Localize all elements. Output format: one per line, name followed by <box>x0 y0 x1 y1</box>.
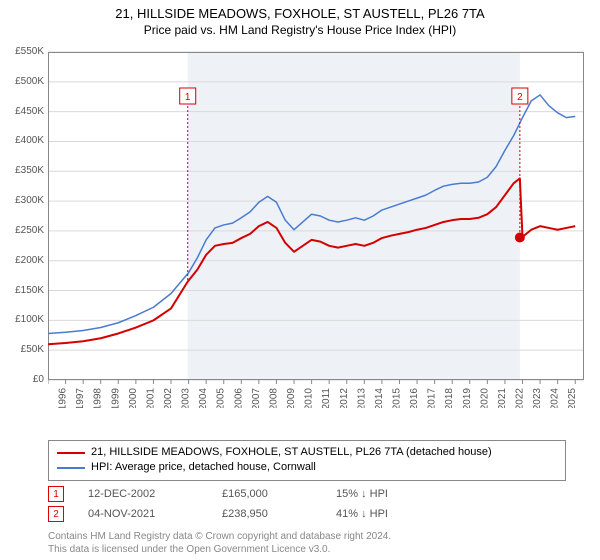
transaction-marker: 2 <box>48 506 64 522</box>
y-tick-label: £50K <box>0 344 44 355</box>
attribution-line-2: This data is licensed under the Open Gov… <box>48 543 391 556</box>
svg-text:1999: 1999 <box>110 388 121 408</box>
svg-text:2006: 2006 <box>233 388 244 408</box>
svg-text:2002: 2002 <box>163 388 174 408</box>
y-tick-label: £500K <box>0 76 44 87</box>
svg-text:2011: 2011 <box>321 388 332 408</box>
svg-text:2018: 2018 <box>444 388 455 408</box>
svg-text:1997: 1997 <box>75 388 86 408</box>
transaction-price: £165,000 <box>222 488 312 500</box>
svg-text:2000: 2000 <box>128 388 139 408</box>
transaction-date: 12-DEC-2002 <box>88 488 198 500</box>
transaction-delta: 41% ↓ HPI <box>336 508 388 520</box>
y-tick-label: £200K <box>0 255 44 266</box>
y-tick-label: £550K <box>0 46 44 57</box>
y-tick-label: £400K <box>0 135 44 146</box>
svg-text:2012: 2012 <box>339 388 350 408</box>
svg-text:2022: 2022 <box>514 388 525 408</box>
svg-text:2019: 2019 <box>462 388 473 408</box>
svg-text:2016: 2016 <box>409 388 420 408</box>
transaction-price: £238,950 <box>222 508 312 520</box>
svg-text:2015: 2015 <box>391 388 402 408</box>
y-tick-label: £450K <box>0 106 44 117</box>
svg-text:2024: 2024 <box>550 388 561 408</box>
svg-text:1: 1 <box>185 92 191 103</box>
svg-text:2010: 2010 <box>304 388 315 408</box>
svg-text:2014: 2014 <box>374 388 385 408</box>
legend-label: 21, HILLSIDE MEADOWS, FOXHOLE, ST AUSTEL… <box>91 445 492 460</box>
svg-text:2017: 2017 <box>427 388 438 408</box>
transaction-row: 2 04-NOV-2021 £238,950 41% ↓ HPI <box>48 504 388 524</box>
chart-title-block: 21, HILLSIDE MEADOWS, FOXHOLE, ST AUSTEL… <box>0 0 600 37</box>
y-tick-label: £150K <box>0 285 44 296</box>
legend-item: HPI: Average price, detached house, Corn… <box>57 460 557 475</box>
transaction-row: 1 12-DEC-2002 £165,000 15% ↓ HPI <box>48 484 388 504</box>
y-tick-label: £250K <box>0 225 44 236</box>
svg-text:2023: 2023 <box>532 388 543 408</box>
svg-text:2021: 2021 <box>497 388 508 408</box>
y-tick-label: £300K <box>0 195 44 206</box>
y-tick-label: £350K <box>0 165 44 176</box>
transaction-date: 04-NOV-2021 <box>88 508 198 520</box>
title-line-2: Price paid vs. HM Land Registry's House … <box>0 23 600 37</box>
svg-text:2013: 2013 <box>356 388 367 408</box>
transaction-marker: 1 <box>48 486 64 502</box>
svg-text:2001: 2001 <box>145 388 156 408</box>
transaction-delta: 15% ↓ HPI <box>336 488 388 500</box>
svg-text:2025: 2025 <box>567 388 578 408</box>
svg-text:2005: 2005 <box>216 388 227 408</box>
svg-text:1998: 1998 <box>93 388 104 408</box>
svg-text:2008: 2008 <box>268 388 279 408</box>
y-tick-label: £0 <box>0 374 44 385</box>
svg-text:2007: 2007 <box>251 388 262 408</box>
legend-label: HPI: Average price, detached house, Corn… <box>91 460 316 475</box>
svg-text:2: 2 <box>517 92 523 103</box>
legend-item: 21, HILLSIDE MEADOWS, FOXHOLE, ST AUSTEL… <box>57 445 557 460</box>
svg-text:2003: 2003 <box>181 388 192 408</box>
attribution-line-1: Contains HM Land Registry data © Crown c… <box>48 530 391 543</box>
svg-text:2009: 2009 <box>286 388 297 408</box>
svg-text:2020: 2020 <box>479 388 490 408</box>
svg-text:1996: 1996 <box>58 388 69 408</box>
title-line-1: 21, HILLSIDE MEADOWS, FOXHOLE, ST AUSTEL… <box>0 6 600 21</box>
chart-plot: 1995 1996 1997 1998 1999 2000 2001 2002 2003 2004… <box>48 48 584 408</box>
svg-text:1995: 1995 <box>48 388 51 408</box>
attribution-text: Contains HM Land Registry data © Crown c… <box>48 530 391 556</box>
svg-text:2004: 2004 <box>198 388 209 408</box>
legend-swatch <box>57 467 85 469</box>
transactions-table: 1 12-DEC-2002 £165,000 15% ↓ HPI 2 04-NOV-202… <box>48 484 388 524</box>
chart-legend: 21, HILLSIDE MEADOWS, FOXHOLE, ST AUSTEL… <box>48 440 566 481</box>
y-tick-label: £100K <box>0 314 44 325</box>
legend-swatch <box>57 452 85 454</box>
